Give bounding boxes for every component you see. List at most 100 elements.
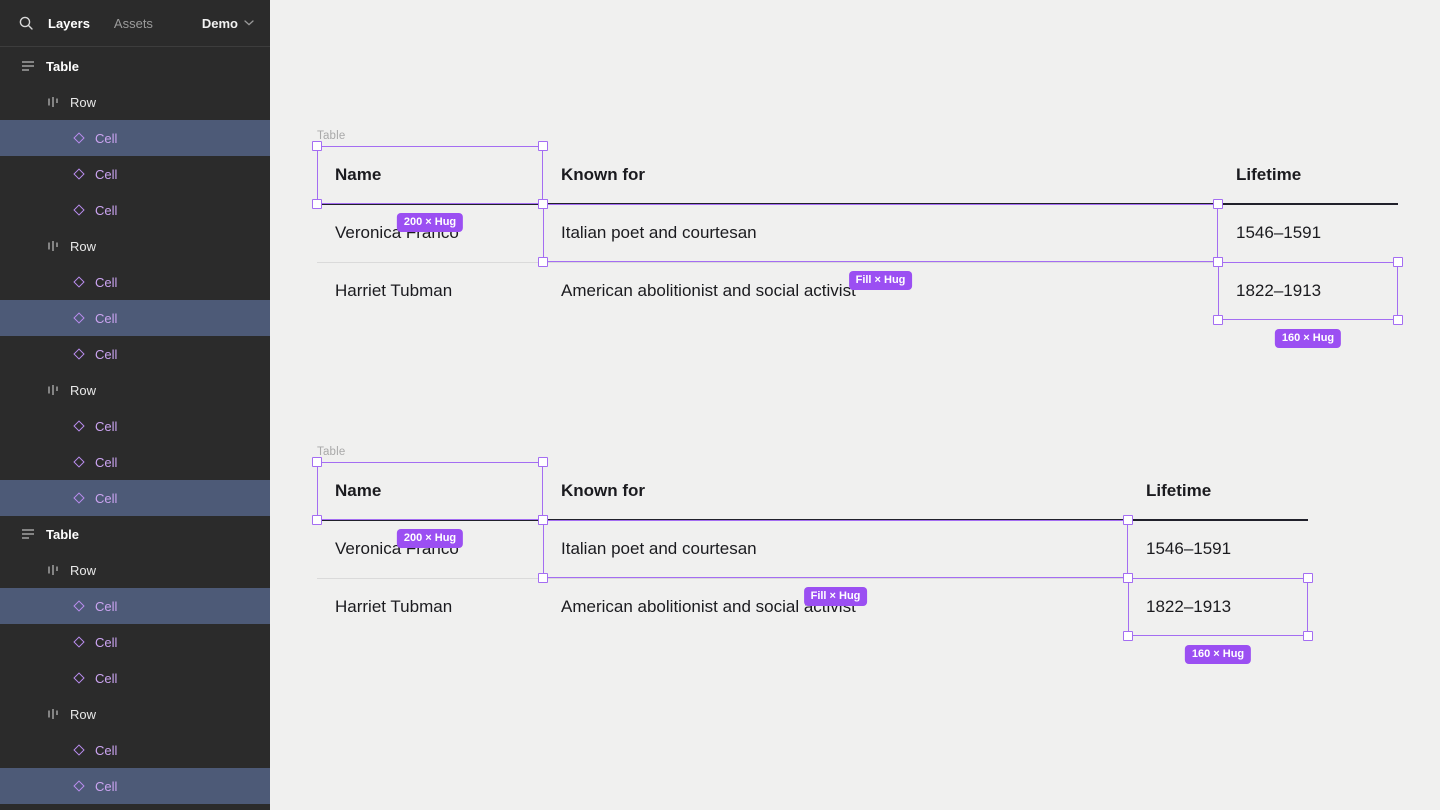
selection-handle[interactable] — [538, 457, 548, 467]
layer-item-cell-3[interactable]: Cell — [0, 156, 270, 192]
selection-handle[interactable] — [538, 573, 548, 583]
row-layout-icon — [48, 709, 58, 719]
layer-item-row-5[interactable]: Row — [0, 228, 270, 264]
selection-handle[interactable] — [1213, 315, 1223, 325]
selection-handle[interactable] — [1123, 515, 1133, 525]
layers-panel: Layers Assets Demo Table Row Cell Cell Cell… — [0, 0, 270, 810]
layer-item-row-1[interactable]: Row — [0, 84, 270, 120]
cell-component-icon — [73, 168, 85, 180]
size-badge: 160 × Hug — [1184, 645, 1252, 664]
row-layout-icon — [48, 385, 58, 395]
cell-component-icon — [73, 672, 85, 684]
selection-handle[interactable] — [1123, 631, 1133, 641]
selection-handle[interactable] — [1123, 573, 1133, 583]
table-body-cell[interactable]: 1546–1591 — [1146, 539, 1232, 558]
table-body-cell[interactable]: Harriet Tubman — [335, 281, 453, 300]
table-layer-icon — [22, 529, 34, 539]
layer-item-table-13[interactable]: Table — [0, 516, 270, 552]
layer-item-cell-17[interactable]: Cell — [0, 660, 270, 696]
layer-item-table-0[interactable]: Table — [0, 48, 270, 84]
layer-item-row-14[interactable]: Row — [0, 552, 270, 588]
layer-item-cell-7[interactable]: Cell — [0, 300, 270, 336]
row-divider — [317, 578, 1308, 579]
cell-component-icon — [73, 348, 85, 360]
layer-item-label: Row — [70, 706, 97, 722]
selection-handle[interactable] — [312, 515, 322, 525]
layer-item-label: Row — [70, 382, 97, 398]
cell-component-icon — [73, 204, 85, 216]
selection-handle[interactable] — [1303, 573, 1313, 583]
layer-item-cell-20[interactable]: Cell — [0, 768, 270, 804]
table-body-cell[interactable]: 1546–1591 — [1236, 223, 1322, 242]
selection-handle[interactable] — [312, 457, 322, 467]
table-header-cell[interactable]: Known for — [561, 165, 646, 184]
table-header-cell[interactable]: Lifetime — [1236, 165, 1302, 184]
cell-component-icon — [73, 456, 85, 468]
table-body-cell[interactable]: American abolitionist and social activis… — [561, 597, 856, 616]
table-body-cell[interactable]: Harriet Tubman — [335, 597, 453, 616]
layer-item-label: Cell — [95, 346, 118, 362]
layer-item-cell-12[interactable]: Cell — [0, 480, 270, 516]
layer-item-label: Cell — [95, 598, 118, 614]
cell-component-icon — [73, 600, 85, 612]
tab-assets[interactable]: Assets — [113, 15, 153, 31]
layer-item-cell-16[interactable]: Cell — [0, 624, 270, 660]
table-body-cell[interactable]: American abolitionist and social activis… — [561, 281, 856, 300]
selection-handle[interactable] — [1213, 257, 1223, 267]
layer-item-cell-2[interactable]: Cell — [0, 120, 270, 156]
table-body-cell[interactable]: Italian poet and courtesan — [561, 223, 757, 242]
size-badge: Fill × Hug — [848, 271, 913, 290]
cell-component-icon — [73, 636, 85, 648]
layer-item-row-9[interactable]: Row — [0, 372, 270, 408]
selection-handle[interactable] — [1213, 199, 1223, 209]
selection-handle[interactable] — [538, 257, 548, 267]
selection-handle[interactable] — [538, 141, 548, 151]
layer-item-label: Cell — [95, 778, 118, 794]
cell-component-icon — [73, 420, 85, 432]
table-header-cell[interactable]: Name — [335, 481, 382, 500]
table-header-cell[interactable]: Lifetime — [1146, 481, 1212, 500]
layer-item-cell-11[interactable]: Cell — [0, 444, 270, 480]
size-badge: 200 × Hug — [396, 213, 464, 232]
layer-item-label: Table — [46, 526, 79, 542]
layer-item-cell-19[interactable]: Cell — [0, 732, 270, 768]
selection-handle[interactable] — [1393, 257, 1403, 267]
layer-item-label: Cell — [95, 742, 118, 758]
selection-handle[interactable] — [538, 199, 548, 209]
selection-handle[interactable] — [312, 141, 322, 151]
search-icon[interactable] — [18, 15, 34, 31]
layer-item-cell-4[interactable]: Cell — [0, 192, 270, 228]
cell-component-icon — [73, 312, 85, 324]
table-body-cell[interactable]: Italian poet and courtesan — [561, 539, 757, 558]
layer-item-label: Cell — [95, 454, 118, 470]
canvas-object-label[interactable]: Table — [317, 446, 346, 458]
selection-handle[interactable] — [1393, 315, 1403, 325]
layer-item-cell-10[interactable]: Cell — [0, 408, 270, 444]
table-body-cell[interactable]: 1822–1913 — [1146, 597, 1232, 616]
layers-tree: Table Row Cell Cell Cell Row Cell Cell Cell Ro… — [0, 48, 270, 810]
cell-component-icon — [73, 780, 85, 792]
layer-item-label: Cell — [95, 418, 118, 434]
layer-item-label: Cell — [95, 130, 118, 146]
tab-layers[interactable]: Layers — [48, 15, 90, 31]
layer-item-label: Cell — [95, 490, 118, 506]
selection-handle[interactable] — [538, 515, 548, 525]
layer-item-label: Cell — [95, 274, 118, 290]
layer-item-label: Row — [70, 238, 97, 254]
layer-item-row-18[interactable]: Row — [0, 696, 270, 732]
table-header-cell[interactable]: Known for — [561, 481, 646, 500]
selection-handle[interactable] — [1303, 631, 1313, 641]
table-body-cell[interactable]: 1822–1913 — [1236, 281, 1322, 300]
design-canvas[interactable]: Table Name Known for Lifetime Veronica Franc… — [270, 0, 1440, 810]
layer-item-cell-15[interactable]: Cell — [0, 588, 270, 624]
layer-item-cell-6[interactable]: Cell — [0, 264, 270, 300]
cell-component-icon — [73, 744, 85, 756]
layer-item-cell-8[interactable]: Cell — [0, 336, 270, 372]
size-badge: Fill × Hug — [803, 587, 868, 606]
canvas-object-label[interactable]: Table — [317, 130, 346, 142]
table-header-cell[interactable]: Name — [335, 165, 382, 184]
page-dropdown[interactable]: Demo — [202, 16, 254, 31]
cell-component-icon — [73, 492, 85, 504]
layer-item-label: Row — [70, 94, 97, 110]
selection-handle[interactable] — [312, 199, 322, 209]
